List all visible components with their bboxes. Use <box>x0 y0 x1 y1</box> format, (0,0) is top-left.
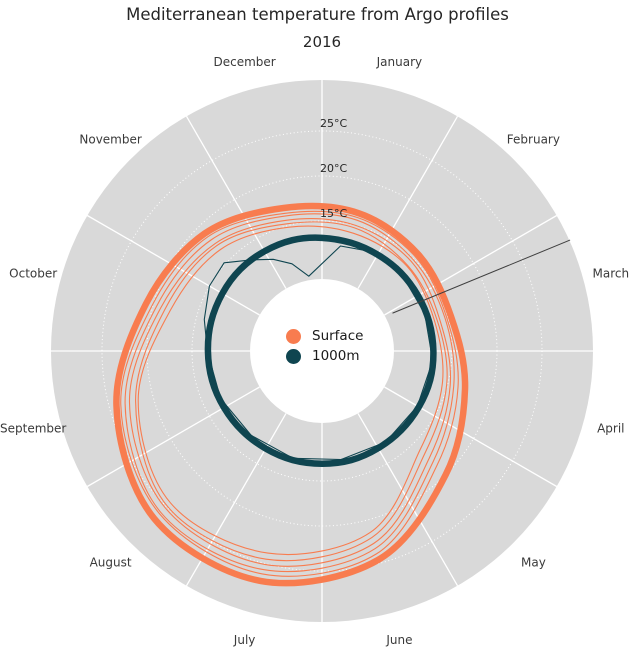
series-line-surface-monthly-mean <box>113 202 469 587</box>
month-label-march: March <box>593 267 630 281</box>
month-label-june: June <box>385 633 412 647</box>
month-label-september: September <box>0 421 66 435</box>
temperature-gridline <box>101 130 543 572</box>
legend-label-surface: Surface <box>312 328 364 344</box>
legend-item-1000m: 1000m <box>286 349 363 364</box>
polar-center-hole <box>250 279 394 423</box>
temperature-gridline <box>146 175 498 527</box>
legend: Surface 1000m <box>286 329 363 364</box>
month-gridline <box>357 115 459 289</box>
series-line-1000m-monthly-mean <box>204 234 437 467</box>
month-label-february: February <box>507 133 560 147</box>
month-label-august: August <box>90 555 132 569</box>
month-label-october: October <box>9 267 57 281</box>
month-gridline <box>384 214 558 316</box>
month-label-july: July <box>233 633 256 647</box>
series-line-stray-connecting-line <box>392 239 571 314</box>
series-line-1000m-profile <box>203 245 434 461</box>
radial-tick-label: 20°C <box>320 162 347 175</box>
series-line-surface-profile-2 <box>124 213 455 573</box>
month-label-december: December <box>213 55 275 69</box>
month-label-may: May <box>521 555 546 569</box>
radial-tick-label: 15°C <box>320 207 347 220</box>
month-label-january: January <box>376 55 423 69</box>
month-gridline <box>86 386 260 488</box>
series-line-surface-profile-4 <box>135 221 448 562</box>
series-line-surface-profile-1 <box>120 210 459 577</box>
chart-title: Mediterranean temperature from Argo prof… <box>126 5 509 24</box>
temperature-gridline <box>191 220 453 482</box>
month-label-november: November <box>79 133 141 147</box>
radial-tick-label: 25°C <box>320 117 347 130</box>
legend-label-1000m: 1000m <box>312 348 360 364</box>
legend-marker-1000m-icon <box>286 349 301 364</box>
series-line-surface-profile-3 <box>128 218 452 567</box>
series-line-surface-profile-5 <box>137 225 444 556</box>
chart-subtitle: 2016 <box>302 33 342 51</box>
month-label-april: April <box>597 421 624 435</box>
month-gridline <box>384 386 558 488</box>
legend-marker-surface-icon <box>286 329 301 344</box>
legend-item-surface: Surface <box>286 329 363 344</box>
month-gridline <box>357 413 459 587</box>
